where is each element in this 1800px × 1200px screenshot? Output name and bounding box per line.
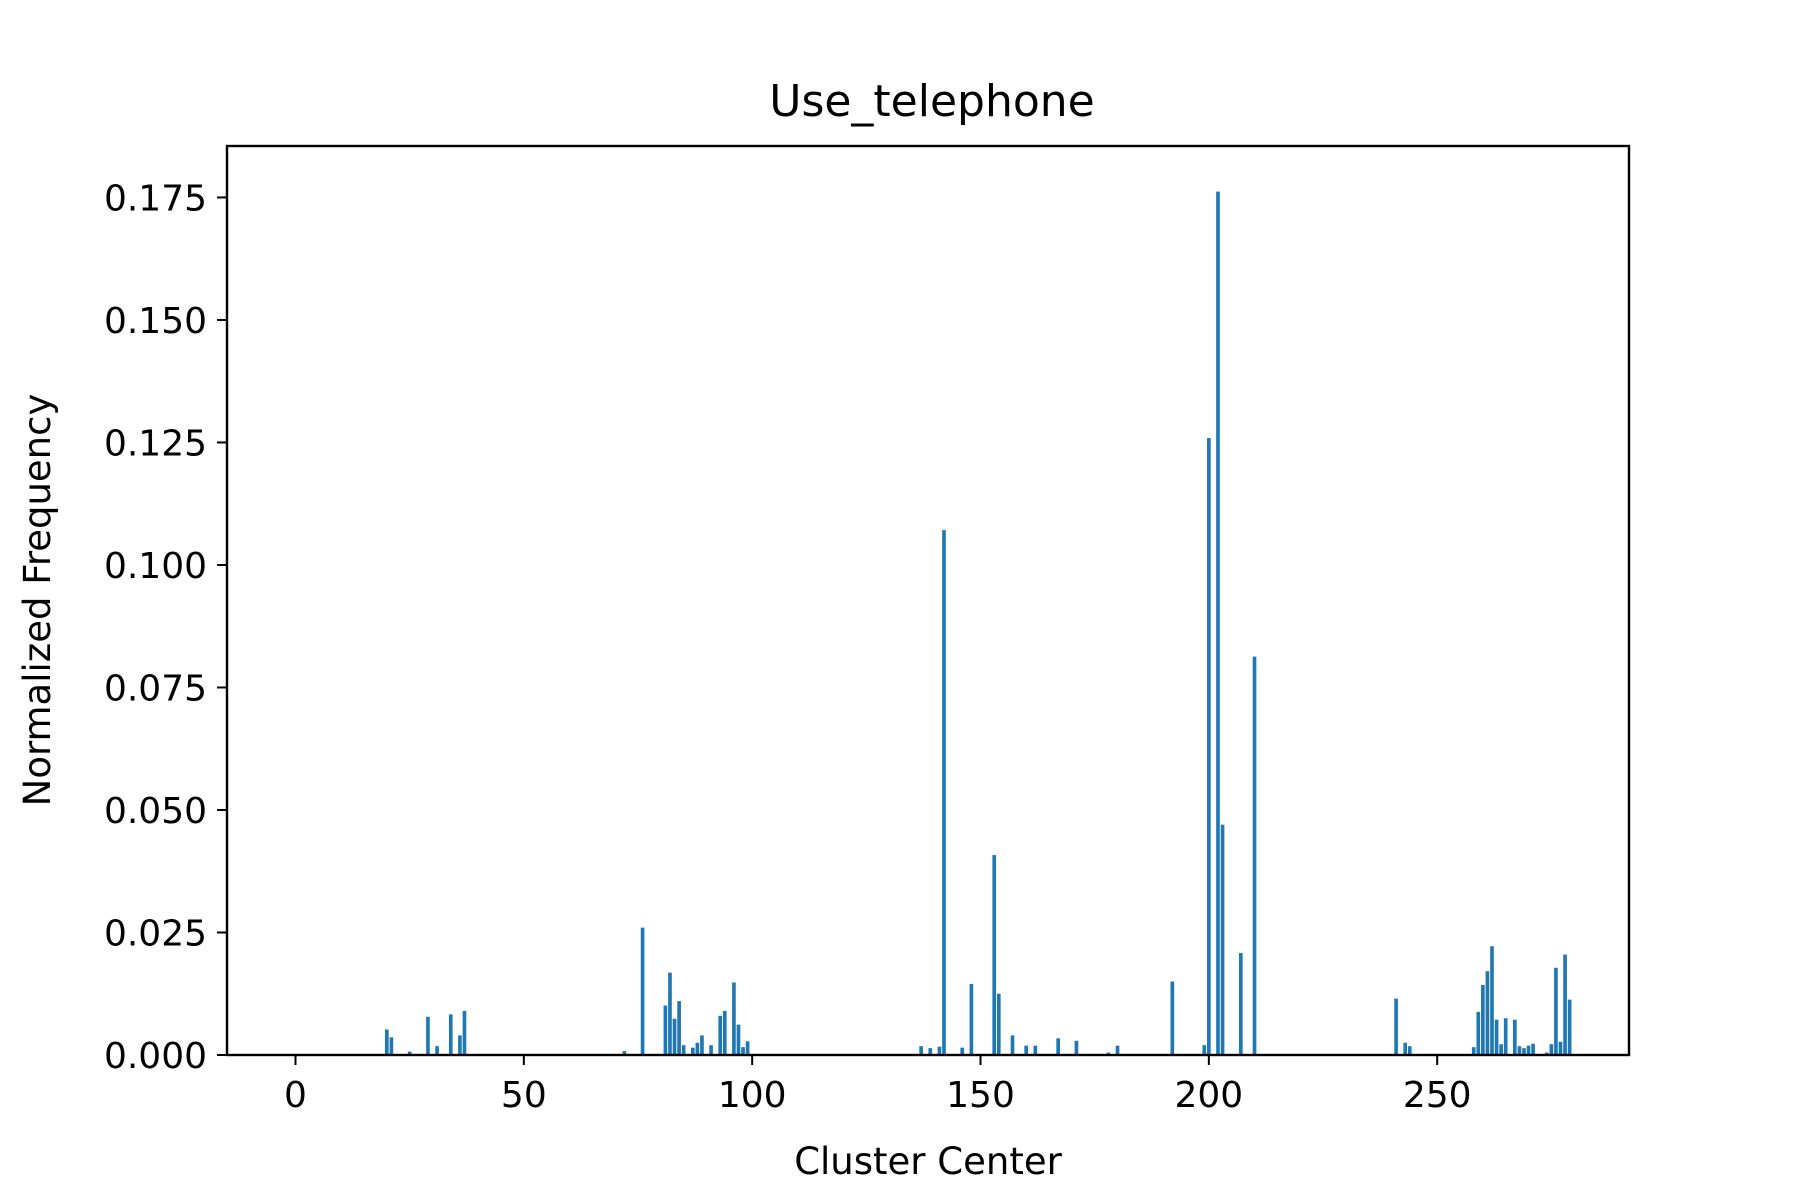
bar — [745, 1041, 750, 1055]
bar — [1471, 1047, 1476, 1055]
bar — [741, 1047, 745, 1055]
bar — [1494, 1019, 1499, 1055]
bar — [928, 1048, 933, 1055]
bar — [1220, 824, 1225, 1055]
bar — [385, 1029, 389, 1055]
bar — [1513, 1019, 1517, 1055]
bar — [969, 983, 974, 1055]
bar — [1033, 1045, 1038, 1055]
bar — [690, 1047, 695, 1055]
x-tick-label: 200 — [1174, 1075, 1243, 1116]
plot-frame — [225, 144, 1631, 1057]
bar — [1239, 953, 1243, 1055]
bar — [389, 1037, 394, 1055]
bar — [677, 1001, 681, 1055]
bar — [1407, 1046, 1412, 1055]
bar — [722, 1010, 727, 1055]
bar — [448, 1014, 453, 1055]
bar — [1549, 1044, 1554, 1055]
bar — [1531, 1043, 1535, 1055]
x-axis-title: Cluster Center — [794, 1140, 1062, 1183]
x-tick-label: 150 — [946, 1075, 1015, 1116]
y-tick-label: 0.025 — [104, 913, 207, 954]
bar — [718, 1015, 723, 1055]
bar — [1115, 1045, 1120, 1055]
bar — [992, 855, 997, 1055]
bar — [1499, 1044, 1503, 1055]
bar — [1522, 1048, 1526, 1055]
y-tick-label: 0.050 — [104, 791, 207, 832]
bar — [1010, 1035, 1015, 1055]
x-tick-label: 100 — [718, 1075, 787, 1116]
bar — [663, 1005, 668, 1055]
x-axis: 0 50 100 150 200 250 — [284, 1055, 1472, 1116]
y-tick-label: 0.125 — [104, 423, 207, 464]
bar — [435, 1046, 439, 1055]
bar — [1517, 1046, 1522, 1055]
bar-group — [385, 191, 1572, 1055]
y-axis-title: Normalized Frequency — [16, 394, 59, 807]
bar — [462, 1010, 467, 1055]
bar — [1202, 1045, 1207, 1055]
bar — [640, 927, 645, 1055]
bar — [1074, 1040, 1079, 1055]
bar — [1558, 1041, 1563, 1055]
bar — [407, 1051, 412, 1055]
bar — [1485, 971, 1490, 1055]
bar — [996, 993, 1001, 1055]
bar — [709, 1045, 713, 1055]
bar — [672, 1018, 677, 1055]
bar — [1207, 438, 1211, 1055]
bar — [942, 530, 946, 1055]
bar — [1567, 999, 1572, 1055]
bar — [1526, 1045, 1531, 1055]
x-tick-label: 50 — [501, 1075, 547, 1116]
bar — [1170, 981, 1175, 1055]
bar — [700, 1035, 704, 1055]
bar — [1481, 984, 1485, 1055]
bar — [426, 1016, 430, 1055]
bar — [668, 972, 672, 1055]
bar — [695, 1042, 700, 1055]
x-tick-label: 250 — [1403, 1075, 1472, 1116]
y-tick-label: 0.150 — [104, 301, 207, 342]
y-tick-label: 0.000 — [104, 1036, 207, 1077]
bar — [1544, 1052, 1549, 1055]
bar — [622, 1051, 627, 1055]
bar — [736, 1024, 741, 1055]
bar — [1476, 1011, 1481, 1055]
y-tick-label: 0.175 — [104, 178, 207, 219]
bar — [937, 1046, 942, 1055]
bar — [1394, 998, 1398, 1055]
x-tick-label: 0 — [284, 1075, 307, 1116]
bar — [960, 1047, 965, 1055]
bar — [919, 1046, 923, 1055]
y-axis: 0.000 0.025 0.050 0.075 0.100 0.125 0.150 0.175 — [104, 178, 227, 1077]
bar — [1554, 967, 1558, 1055]
bar — [1252, 656, 1257, 1055]
bar — [1503, 1018, 1508, 1055]
bar — [1024, 1045, 1029, 1055]
chart-title: Use_telephone — [769, 76, 1095, 127]
y-tick-label: 0.075 — [104, 668, 207, 709]
bar — [732, 982, 736, 1055]
bar — [1403, 1042, 1408, 1055]
y-tick-label: 0.100 — [104, 546, 207, 587]
bar — [1490, 946, 1494, 1055]
bar — [1563, 954, 1567, 1055]
bar — [1216, 191, 1220, 1055]
bar — [1056, 1038, 1060, 1055]
bar — [458, 1035, 462, 1055]
bar — [1106, 1052, 1111, 1055]
bar — [681, 1045, 686, 1055]
